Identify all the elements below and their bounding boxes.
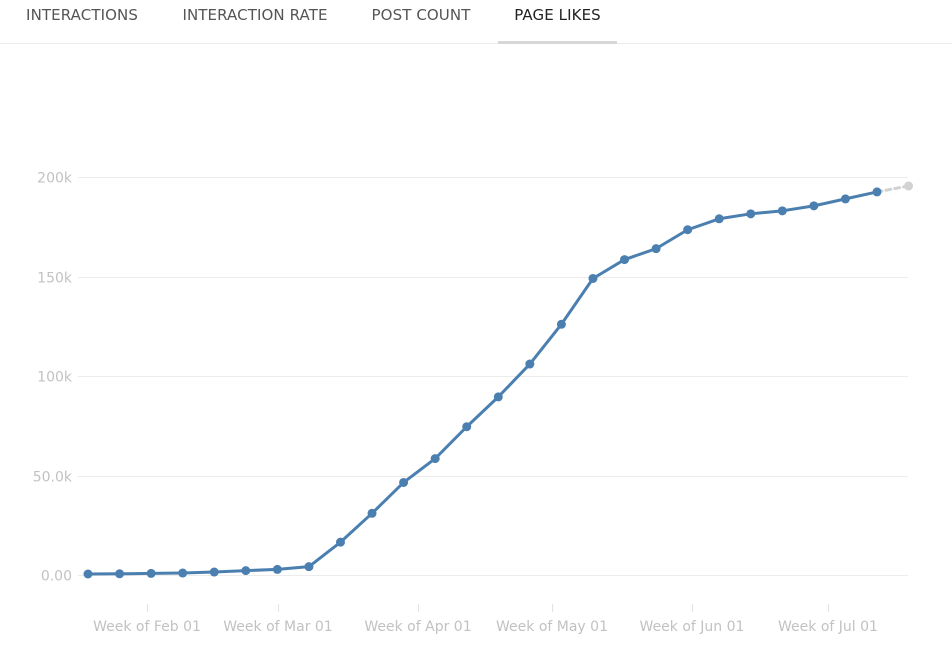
data-point[interactable] — [430, 454, 440, 464]
y-axis: 0.00 50.0k 100k 150k 200k — [33, 171, 73, 585]
data-point[interactable] — [462, 422, 472, 432]
data-point[interactable] — [83, 569, 93, 579]
data-point[interactable] — [146, 568, 156, 578]
data-point[interactable] — [335, 537, 345, 547]
data-point[interactable] — [683, 225, 693, 235]
y-tick-label: 200k — [37, 171, 73, 187]
data-point[interactable] — [178, 568, 188, 578]
data-point[interactable] — [651, 244, 661, 254]
plot-area — [83, 181, 914, 579]
projection-point[interactable] — [904, 181, 914, 191]
x-axis: Week of Feb 01 Week of Mar 01 Week of Apr … — [93, 604, 878, 635]
page-likes-line — [86, 190, 879, 576]
data-point[interactable] — [872, 187, 882, 197]
y-tick-label: 50.0k — [33, 470, 73, 486]
data-point[interactable] — [746, 209, 756, 219]
x-tick-label: Week of Jun 01 — [640, 619, 745, 635]
y-tick-label: 0.00 — [41, 569, 72, 585]
data-point[interactable] — [620, 255, 630, 265]
y-tick-label: 150k — [37, 271, 73, 287]
data-point[interactable] — [809, 201, 819, 211]
data-point[interactable] — [493, 392, 503, 402]
data-point[interactable] — [399, 477, 409, 487]
chart-grid — [78, 177, 908, 576]
data-point[interactable] — [556, 319, 566, 329]
tab-interaction-rate[interactable]: INTERACTION RATE — [182, 6, 328, 24]
data-point[interactable] — [367, 508, 377, 518]
projection-line — [875, 184, 911, 194]
metric-tabs: INTERACTIONS INTERACTION RATE POST COUNT… — [0, 0, 952, 44]
data-point[interactable] — [714, 214, 724, 224]
x-tick-label: Week of May 01 — [496, 619, 608, 635]
x-tick-label: Week of Mar 01 — [223, 619, 332, 635]
data-point[interactable] — [241, 566, 251, 576]
data-point[interactable] — [115, 569, 125, 579]
data-point[interactable] — [588, 273, 598, 283]
data-point[interactable] — [840, 194, 850, 204]
tab-interactions[interactable]: INTERACTIONS — [26, 6, 138, 24]
x-tick-label: Week of Apr 01 — [364, 619, 471, 635]
x-tick-label: Week of Jul 01 — [778, 619, 878, 635]
data-point[interactable] — [777, 206, 787, 216]
data-point[interactable] — [209, 567, 219, 577]
tab-post-count[interactable]: POST COUNT — [371, 6, 471, 24]
data-point[interactable] — [272, 564, 282, 574]
data-point[interactable] — [525, 359, 535, 369]
tab-page-likes[interactable]: PAGE LIKES — [498, 0, 617, 44]
x-tick-label: Week of Feb 01 — [93, 619, 201, 635]
data-point[interactable] — [304, 562, 314, 572]
y-tick-label: 100k — [37, 370, 73, 386]
